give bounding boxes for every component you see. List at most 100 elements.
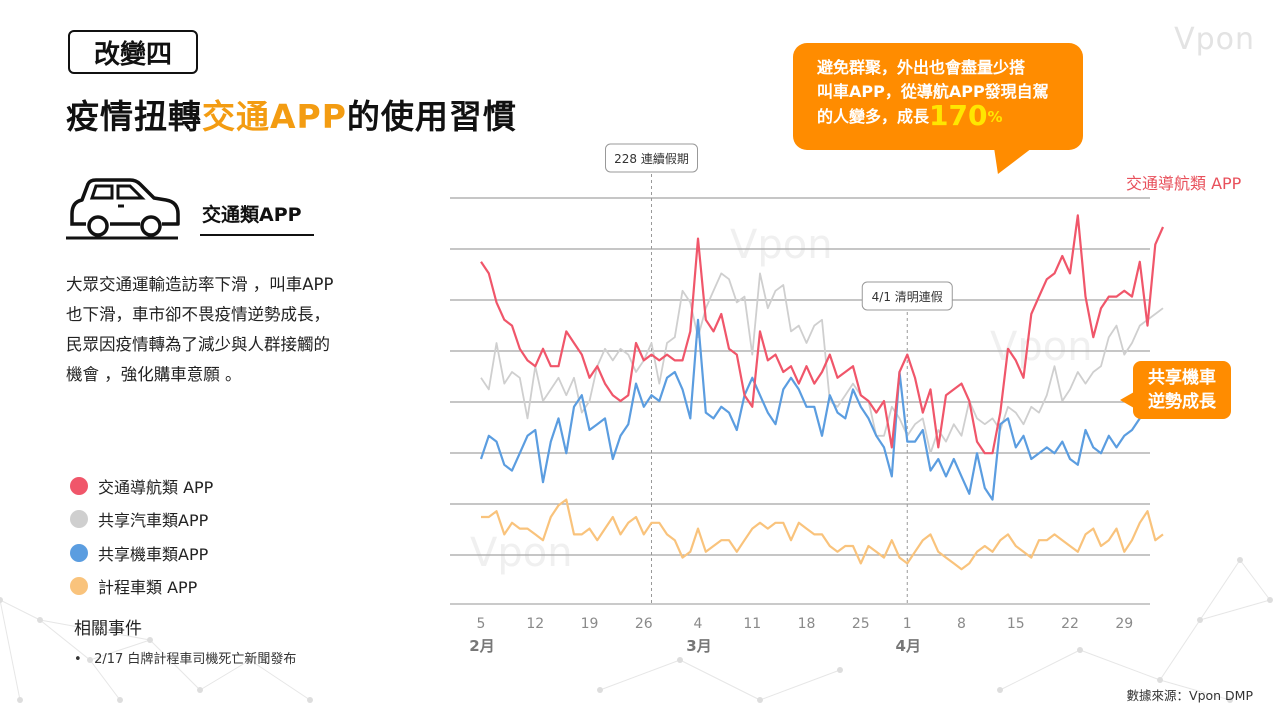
network-node (17, 697, 23, 703)
x-month-label: 3月 (686, 637, 711, 655)
x-month-label: 4月 (896, 637, 921, 655)
callout-line-1: 避免群聚，外出也會盡量少搭 (817, 58, 1026, 77)
x-tick-label: 19 (581, 616, 599, 632)
callout-line-2: 叫車APP，從導航APP發現自駕 (817, 82, 1049, 101)
x-tick-label: 25 (852, 616, 870, 632)
network-node (87, 657, 93, 663)
event-lines: 228 連續假期 4/1 清明連假 (605, 143, 953, 604)
x-tick-label: 11 (743, 616, 761, 632)
network-line (999, 649, 1081, 691)
event-item: • 2/17 白牌計程車司機死亡新聞發布 (74, 652, 297, 667)
callout-unit: % (987, 108, 1003, 126)
legend-label: 計程車類 APP (98, 578, 198, 597)
network-node (0, 597, 3, 603)
network-node (147, 637, 153, 643)
description-text: 大眾交通運輸造訪率下滑 ，叫車APP也下滑，車市卻不畏疫情逆勢成長，民眾因疫情轉… (66, 275, 334, 384)
growth-callout: 避免群聚，外出也會盡量少搭 叫車APP，從導航APP發現自駕 的人變多，成長17… (793, 43, 1083, 150)
chart-gridlines (450, 197, 1150, 605)
callout-line-3: 的人變多，成長 (817, 107, 930, 126)
x-month-label: 2月 (469, 637, 494, 655)
event-box (605, 143, 698, 173)
x-tick-label: 15 (1007, 616, 1025, 632)
legend-dot-taxi (70, 577, 88, 595)
network-line (0, 599, 41, 621)
x-tick-label: 1 (903, 616, 912, 632)
event-item-text: 2/17 白牌計程車司機死亡新聞發布 (94, 652, 297, 667)
event-label: 4/1 清明連假 (872, 290, 943, 304)
network-line (679, 659, 761, 701)
title-prefix: 疫情扭轉 (66, 97, 202, 136)
network-line (199, 659, 251, 691)
x-tick-label: 8 (957, 616, 966, 632)
car-icon (66, 178, 180, 240)
legend-item-car-sharing: 共享汽車類APP (70, 507, 208, 531)
network-node (117, 697, 123, 703)
network-node (597, 687, 603, 693)
network-node (1157, 677, 1163, 683)
legend-dot-scooter-sharing (70, 544, 88, 562)
legend-label: 共享汽車類APP (98, 511, 209, 530)
legend-dot-car-sharing (70, 510, 88, 528)
scooter-callout-tail (1120, 392, 1134, 408)
series-line (480, 272, 1164, 455)
network-node (837, 667, 843, 673)
network-node (1237, 557, 1243, 563)
network-line (149, 639, 201, 691)
brand-logo: Vpon (1174, 22, 1255, 57)
series-line (480, 214, 1165, 455)
network-node (757, 697, 763, 703)
network-line (1199, 559, 1241, 621)
watermark-text: Vpon (730, 222, 833, 268)
network-node (1197, 617, 1203, 623)
network-node (247, 657, 253, 663)
legend-label: 共享機車類APP (98, 545, 209, 564)
series-lines (479, 214, 1165, 571)
event-label: 228 連續假期 (614, 151, 689, 166)
network-line (1239, 559, 1271, 601)
legend-item-navigation: 交通導航類 APP (70, 474, 213, 498)
network-node (37, 617, 43, 623)
title-highlight: 交通APP (202, 97, 347, 136)
series-line (481, 498, 1164, 571)
title-suffix: 的使用習慣 (346, 97, 517, 136)
network-line (0, 599, 21, 701)
legend-item-scooter-sharing: 共享機車類APP (70, 541, 208, 565)
watermark-text: Vpon (470, 530, 573, 576)
network-node (1267, 597, 1273, 603)
scooter-callout: 共享機車 逆勢成長 (1133, 361, 1231, 419)
category-underline (200, 234, 314, 236)
network-node (1077, 647, 1083, 653)
x-tick-label: 29 (1115, 616, 1133, 632)
network-line (249, 659, 311, 701)
event-box (861, 281, 953, 311)
data-source: 數據來源：Vpon DMP (1126, 688, 1253, 703)
network-line (759, 669, 841, 701)
network-line (39, 619, 91, 661)
events-title: 相關事件 (74, 619, 142, 639)
network-line (1159, 619, 1201, 681)
network-line (89, 659, 121, 701)
legend-item-taxi: 計程車類 APP (70, 574, 197, 598)
scooter-callout-line-2: 逆勢成長 (1148, 392, 1216, 412)
network-node (197, 687, 203, 693)
x-tick-label: 12 (526, 616, 544, 632)
network-line (599, 659, 681, 691)
x-tick-label: 4 (694, 616, 703, 632)
callout-value: 170 (929, 99, 988, 132)
network-node (307, 697, 313, 703)
x-tick-label: 5 (477, 616, 486, 632)
network-line (89, 639, 151, 661)
network-node (997, 687, 1003, 693)
section-tag: 改變四 (68, 30, 198, 74)
x-tick-label: 26 (635, 616, 653, 632)
network-line (39, 619, 151, 641)
background-network-pattern (0, 557, 1273, 703)
page-title: 疫情扭轉交通APP的使用習慣 (66, 90, 517, 138)
category-label: 交通類APP (202, 204, 302, 226)
network-line (1159, 679, 1231, 701)
legend-label: 交通導航類 APP (98, 478, 214, 497)
legend-dot-navigation (70, 477, 88, 495)
series-label-navigation: 交通導航類 APP (1126, 174, 1242, 193)
